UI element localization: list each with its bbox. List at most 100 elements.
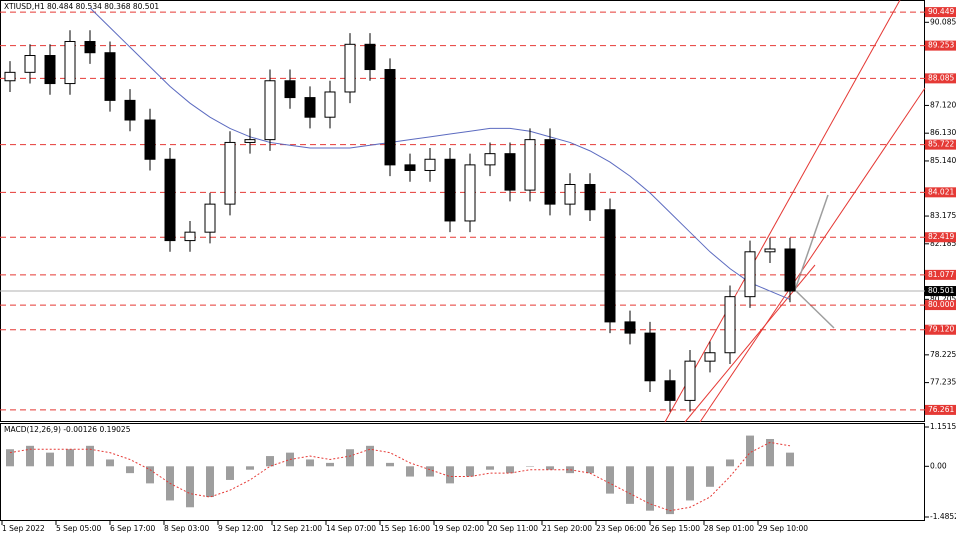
macd-header: MACD(12,26,9) -0.00126 0.19025: [4, 425, 131, 434]
candle-body: [684, 360, 696, 401]
candle-body: [384, 69, 396, 166]
candle-body: [664, 380, 676, 401]
candle-body: [524, 139, 536, 191]
candle-body: [504, 153, 516, 191]
candle-body: [184, 231, 196, 242]
y-tick-label: 90.085: [930, 17, 956, 26]
forecast-arrow: [794, 194, 829, 291]
level-tag: [925, 324, 956, 335]
candle-body: [444, 158, 456, 222]
candle-body: [224, 141, 236, 205]
macd-bar: [326, 462, 334, 467]
macd-bar: [66, 449, 74, 467]
candle-body: [784, 248, 796, 292]
level-tag: [925, 73, 956, 84]
level-tag: [925, 40, 956, 51]
candle-body: [584, 184, 596, 211]
level-label: 76.261: [928, 405, 954, 414]
candle-body: [744, 251, 756, 298]
macd-bar: [606, 466, 614, 494]
level-label: 84.021: [928, 187, 954, 196]
macd-bar: [146, 466, 154, 484]
candle-body: [424, 158, 436, 171]
macd-bar: [86, 445, 94, 467]
x-tick-label: 6 Sep 17:00: [110, 524, 156, 533]
x-tick-label: 28 Sep 01:00: [704, 524, 754, 533]
candle-body: [4, 71, 16, 82]
candle-body: [24, 55, 36, 73]
moving-average: [89, 7, 791, 300]
macd-bar: [506, 466, 514, 474]
macd-bar: [26, 445, 34, 467]
candle-body: [324, 91, 336, 118]
candle-body: [344, 43, 356, 93]
macd-bar: [486, 466, 494, 470]
macd-bar: [746, 435, 754, 467]
y-tick-label: 87.120: [930, 100, 956, 109]
macd-bar: [466, 466, 474, 477]
candle-body: [484, 153, 496, 166]
macd-bar: [206, 466, 214, 498]
macd-bar: [426, 466, 434, 477]
candle-body: [164, 158, 176, 242]
level-label: 80.000: [928, 300, 954, 309]
current-price-tag: [925, 286, 956, 297]
level-tag: [925, 7, 956, 18]
candle-body: [724, 296, 736, 354]
macd-bar: [6, 449, 14, 467]
level-label: 79.120: [928, 325, 954, 334]
x-tick-label: 14 Sep 07:00: [326, 524, 376, 533]
candle-body: [264, 80, 276, 141]
macd-bar: [266, 456, 274, 467]
macd-bar: [226, 466, 234, 480]
candle-body: [564, 184, 576, 205]
main-panel: [0, 0, 925, 422]
candle-body: [84, 40, 96, 54]
macd-bar: [106, 459, 114, 467]
candle-body: [44, 55, 56, 85]
x-tick-label: 19 Sep 02:00: [434, 524, 484, 533]
x-tick-label: 20 Sep 11:00: [488, 524, 538, 533]
macd-bar: [786, 452, 794, 467]
level-tag: [925, 269, 956, 280]
macd-bar: [446, 466, 454, 484]
macd-bar: [186, 466, 194, 508]
level-label: 89.253: [928, 41, 954, 50]
macd-bar: [246, 466, 254, 470]
macd-bar: [46, 452, 54, 467]
level-tag: [925, 404, 956, 415]
channel-line: [699, 87, 926, 423]
macd-tick-label: -1.48522: [930, 512, 956, 521]
x-tick-label: 23 Sep 06:00: [596, 524, 646, 533]
candle-body: [704, 352, 716, 362]
macd-bar: [386, 462, 394, 467]
candle-body: [764, 248, 776, 253]
macd-signal: [9, 441, 791, 512]
level-tag: [925, 232, 956, 243]
macd-bar: [526, 466, 534, 467]
candle-body: [244, 139, 256, 143]
x-tick-label: 1 Sep 2022: [2, 524, 45, 533]
channel-line: [664, 0, 901, 423]
x-tick-label: 5 Sep 05:00: [56, 524, 102, 533]
y-tick-label: 83.175: [930, 211, 956, 220]
x-tick-label: 12 Sep 21:00: [272, 524, 322, 533]
candle-body: [124, 99, 136, 121]
macd-tick-label: 1.15153: [930, 422, 956, 431]
candle-body: [404, 164, 416, 171]
candle-body: [644, 332, 656, 382]
level-label: 85.722: [928, 140, 954, 149]
x-tick-label: 9 Sep 12:00: [218, 524, 264, 533]
level-label: 82.419: [928, 232, 954, 241]
macd-bar: [586, 466, 594, 474]
candle-body: [544, 139, 556, 205]
candle-body: [624, 321, 636, 334]
y-tick-label: 80.205: [930, 294, 956, 303]
candle-body: [64, 40, 76, 85]
macd-bar: [666, 466, 674, 515]
y-tick-label: 86.130: [930, 128, 956, 137]
macd-bar: [406, 466, 414, 477]
macd-bar: [366, 445, 374, 467]
